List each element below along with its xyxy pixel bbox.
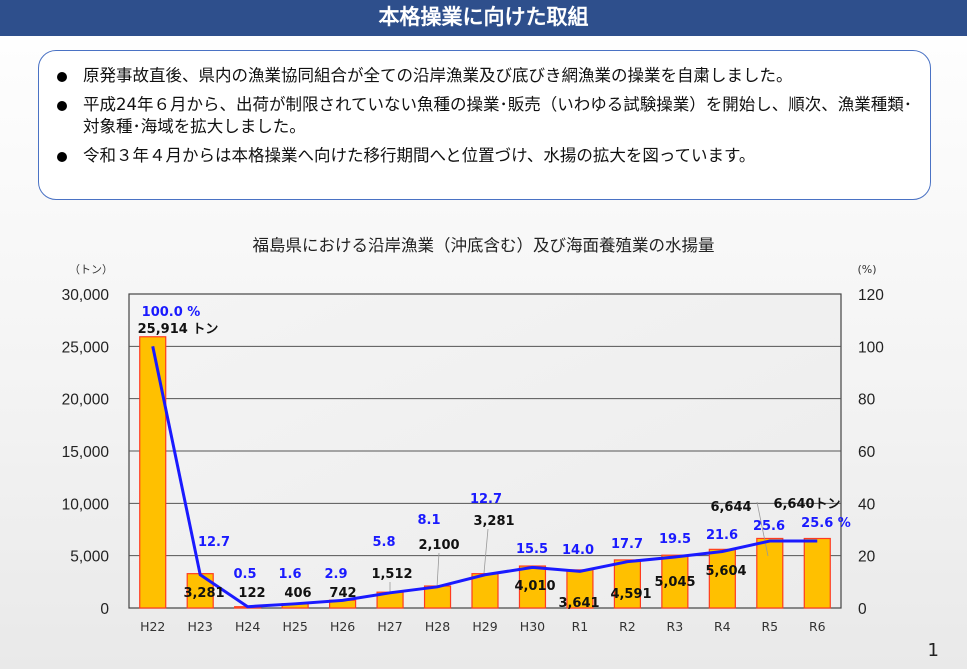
note-item: 令和３年４月からは本格操業へ向けた移行期間へと位置づけ、水揚の拡大を図っています…: [55, 145, 914, 167]
y-right-tick-label: 100: [858, 339, 884, 356]
x-tick-label: R5: [761, 619, 778, 634]
bar-R3: [661, 554, 689, 609]
note-item: 平成24年６月から、出荷が制限されていない魚種の操業･販売（いわゆる試験操業）を…: [55, 94, 914, 138]
bar-R5: [756, 537, 784, 609]
leader-line: [483, 528, 489, 574]
x-tick-label: H29: [472, 619, 497, 634]
y-right-tick-label: 60: [858, 444, 876, 461]
x-tick-label: H27: [377, 619, 402, 634]
y-left-tick-label: 20,000: [62, 392, 110, 409]
percent-label: 15.5: [516, 542, 548, 557]
bullet-icon: [57, 101, 67, 111]
y-left-tick-label: 30,000: [62, 287, 110, 304]
page-header: 本格操業に向けた取組: [0, 0, 967, 36]
bar-R1: [566, 569, 594, 609]
percent-label: 12.7: [470, 492, 502, 507]
notes-box: 原発事故直後、県内の漁業協同組合が全ての沿岸漁業及び底びき網漁業の操業を自粛しま…: [38, 50, 931, 200]
bar-H29: [471, 573, 499, 609]
leader-line: [756, 501, 769, 557]
percent-label: 8.1: [417, 513, 440, 528]
bar-value-label: 5,045: [654, 575, 695, 590]
percent-label: 12.7: [198, 535, 230, 550]
x-tick-label: H23: [188, 619, 213, 634]
x-tick-label: H28: [425, 619, 450, 634]
x-tick-label: R3: [667, 619, 684, 634]
x-tick-label: H22: [140, 619, 165, 634]
x-tick-label: H24: [235, 619, 260, 634]
page-title: 本格操業に向けた取組: [378, 5, 589, 29]
bar-value-label: 3,281: [473, 514, 514, 529]
bar-R4: [708, 548, 736, 609]
bar-R6: [803, 537, 831, 609]
leader-line: [436, 552, 440, 588]
note-text: 原発事故直後、県内の漁業協同組合が全ての沿岸漁業及び底びき網漁業の操業を自粛しま…: [83, 66, 793, 85]
x-tick-label: H25: [282, 619, 307, 634]
bullet-icon: [57, 72, 67, 82]
bar-value-label: 122: [238, 586, 265, 601]
chart-title: 福島県における沿岸漁業（沖底含む）及び海面養殖業の水揚量: [252, 236, 715, 255]
bar-value-label: 4,591: [610, 587, 651, 602]
bar-value-label: 6,644: [710, 500, 751, 515]
y-right-tick-label: 20: [858, 549, 876, 566]
bar-value-label: 742: [329, 586, 356, 601]
percent-label: 19.5: [659, 532, 691, 547]
percent-label: 1.6: [278, 567, 301, 582]
bar-value-label: 6,640トン: [773, 497, 840, 512]
percent-label: 0.5: [233, 567, 256, 582]
x-tick-label: R2: [619, 619, 636, 634]
bar-R2: [613, 559, 642, 609]
bar-H22: [139, 336, 167, 609]
bullet-icon: [57, 152, 67, 162]
y-left-tick-label: 0: [100, 601, 109, 618]
page-number: 1: [927, 640, 939, 661]
bar-value-label: 5,604: [705, 564, 746, 579]
x-tick-label: H30: [520, 619, 545, 634]
x-tick-label: R1: [572, 619, 589, 634]
percent-label: 25.6: [753, 519, 785, 534]
bar-value-label: 1,512: [371, 567, 412, 582]
x-tick-label: R6: [809, 619, 826, 634]
bar-value-label: 406: [284, 586, 311, 601]
y-left-tick-label: 25,000: [62, 339, 110, 356]
y-right-tick-label: 0: [858, 601, 867, 618]
note-text: 平成24年６月から、出荷が制限されていない魚種の操業･販売（いわゆる試験操業）を…: [83, 95, 913, 136]
y-left-tick-label: 15,000: [62, 444, 110, 461]
bar-value-label: 3,641: [558, 596, 599, 611]
y-right-unit: (%): [857, 263, 876, 276]
percent-label: 5.8: [372, 535, 395, 550]
percent-label: 2.9: [324, 567, 347, 582]
bar-value-label: 3,281: [183, 586, 224, 601]
y-left-tick-label: 10,000: [62, 496, 110, 513]
y-right-tick-label: 120: [858, 287, 884, 304]
x-tick-label: H26: [330, 619, 355, 634]
percent-label: 100.0 %: [142, 305, 201, 320]
percent-label: 21.6: [706, 528, 738, 543]
percent-line: [151, 346, 818, 609]
x-tick-label: R4: [714, 619, 731, 634]
bar-value-label: 2,100: [418, 538, 459, 553]
note-text: 令和３年４月からは本格操業へ向けた移行期間へと位置づけ、水揚の拡大を図っています…: [83, 146, 756, 165]
percent-label: 25.6 %: [801, 516, 851, 531]
percent-label: 14.0: [562, 543, 594, 558]
y-left-tick-label: 5,000: [70, 549, 109, 566]
bar-value-label: 25,914 トン: [138, 322, 219, 337]
y-left-unit: （トン）: [69, 263, 113, 276]
percent-label: 17.7: [611, 537, 643, 552]
bar-H30: [518, 565, 547, 609]
y-right-tick-label: 40: [858, 496, 876, 513]
y-right-tick-label: 80: [858, 392, 876, 409]
note-item: 原発事故直後、県内の漁業協同組合が全ての沿岸漁業及び底びき網漁業の操業を自粛しま…: [55, 65, 914, 87]
bar-value-label: 4,010: [514, 579, 555, 594]
